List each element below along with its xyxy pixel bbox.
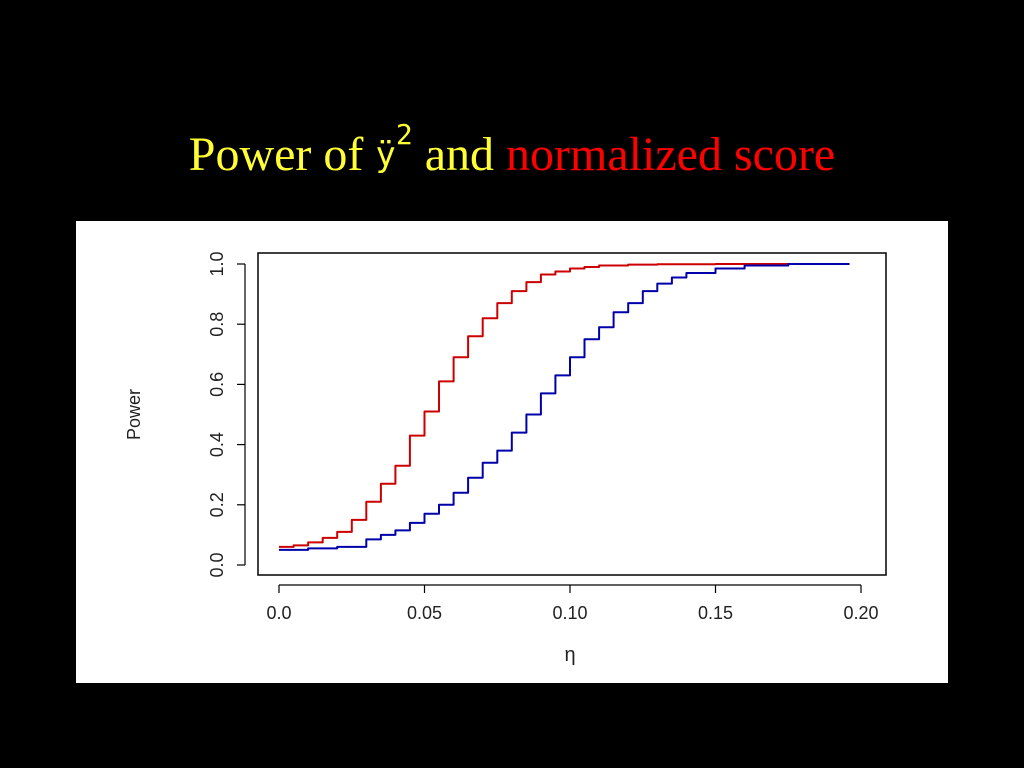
slide-title: Power of ÿ2 and normalized score [0, 100, 1024, 190]
title-part-1: Power of [188, 128, 376, 181]
y-tick-label: 0.6 [207, 372, 227, 397]
title-symbol: ÿ [375, 135, 396, 175]
series-line-1 [279, 263, 850, 548]
x-tick-label: 0.10 [552, 603, 587, 623]
y-tick-label: 0.4 [207, 432, 227, 457]
y-axis: 0.0 0.2 0.4 0.6 0.8 1.0 [207, 251, 246, 578]
power-chart: 0.0 0.05 0.10 0.15 0.20 0.0 0.2 0.4 0.6 0.8 1.0 η… [124, 251, 887, 666]
x-tick-label: 0.15 [698, 603, 733, 623]
x-axis-label: η [564, 644, 575, 666]
y-axis-label: Power [124, 389, 144, 440]
title-part-3: normalized score [506, 128, 836, 181]
title-part-2: and [412, 128, 507, 181]
x-tick-label: 0.05 [407, 603, 442, 623]
y-tick-label: 1.0 [207, 251, 227, 276]
x-tick-label: 0.20 [843, 603, 878, 623]
y-tick-label: 0.0 [207, 552, 227, 577]
plot-frame [257, 252, 887, 576]
y-tick-label: 0.2 [207, 492, 227, 517]
title-superscript: 2 [395, 118, 413, 151]
chart-panel: 0.0 0.05 0.10 0.15 0.20 0.0 0.2 0.4 0.6 0.8 1.0 η… [76, 221, 948, 683]
x-axis: 0.0 0.05 0.10 0.15 0.20 [266, 584, 879, 623]
series-line-2 [279, 263, 850, 551]
x-tick-label: 0.0 [266, 603, 291, 623]
series-group [279, 263, 850, 551]
y-tick-label: 0.8 [207, 312, 227, 337]
